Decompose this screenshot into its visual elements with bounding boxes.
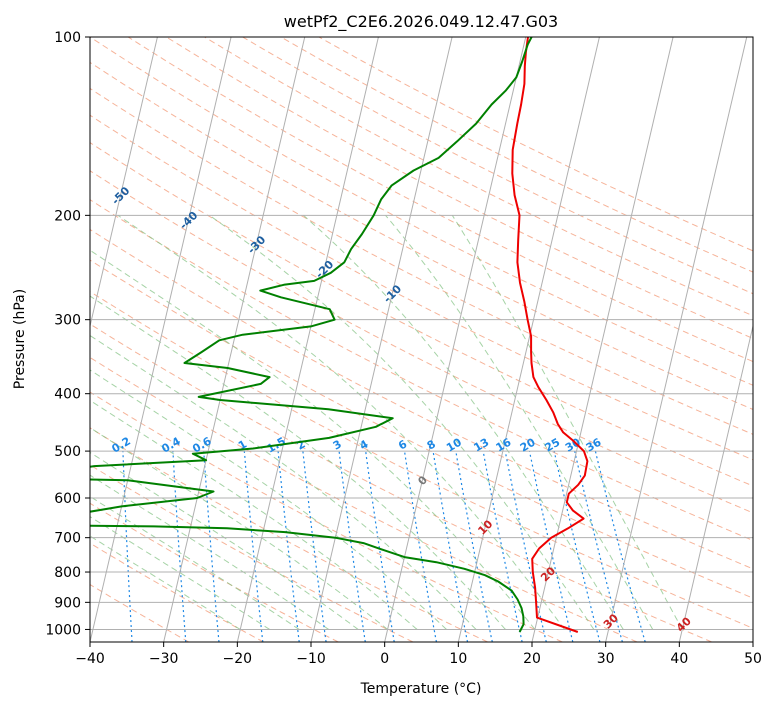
- x-tick-label: −20: [223, 651, 253, 667]
- isotherm-line: [384, 37, 527, 642]
- isotherm-line: [236, 37, 379, 642]
- dry-adiabat-line: [90, 584, 190, 642]
- x-axis-ticks: −40 −30 −20 −10 0 10 20 30 40 50: [75, 642, 762, 667]
- y-axis-label: Pressure (hPa): [12, 289, 28, 389]
- x-tick-label: −10: [296, 651, 326, 667]
- moist-adiabat-line: [90, 334, 477, 630]
- x-tick-label: 30: [597, 651, 615, 667]
- x-tick-label: −40: [75, 651, 105, 667]
- dewpoint-profile-line: [90, 37, 533, 633]
- y-tick-label: 400: [54, 387, 81, 403]
- y-tick-label: 300: [54, 313, 81, 329]
- isotherms: [90, 37, 753, 642]
- isotherm-line: [678, 323, 753, 642]
- dry-adiabat-line: [242, 37, 753, 295]
- dry-adiabat-line: [90, 199, 753, 542]
- x-tick-label: 10: [449, 651, 467, 667]
- moist-adiabat-line: [90, 369, 447, 630]
- isotherm-line: [531, 37, 674, 642]
- isotherm-line: [90, 37, 158, 329]
- y-tick-label: 700: [54, 531, 81, 547]
- y-tick-label: 1000: [45, 622, 81, 638]
- moist-adiabat-line: [451, 215, 683, 630]
- x-tick-label: 0: [380, 651, 389, 667]
- moist-adiabat-line: [90, 451, 359, 630]
- isotherm-line: [457, 37, 600, 642]
- temperature-profile-line: [511, 37, 589, 633]
- moist-adiabat-line: [117, 214, 565, 630]
- mixing-ratio-line: [504, 450, 547, 642]
- mixing-ratio-line: [432, 451, 469, 642]
- y-axis-ticks: 100 200 300 400 500 600 700 800 900 1000: [45, 30, 90, 638]
- dry-adiabat-line: [90, 114, 753, 461]
- moist-adiabat-line: [90, 427, 388, 630]
- x-axis-label: Temperature (°C): [360, 681, 482, 697]
- dry-adiabat-line: [90, 259, 753, 599]
- dry-adiabats: [90, 37, 753, 642]
- x-tick-label: 50: [744, 651, 762, 667]
- dry-adiabat-line: [90, 37, 753, 386]
- y-tick-label: 800: [54, 565, 81, 581]
- pressure-gridlines: [90, 37, 753, 630]
- x-tick-label: 40: [670, 651, 688, 667]
- mixing-ratio-line: [553, 450, 601, 642]
- isotherm-line: [605, 37, 748, 642]
- x-tick-label: −30: [149, 651, 179, 667]
- mixing-ratio-line: [574, 450, 623, 642]
- dry-adiabat-line: [204, 37, 753, 317]
- mixing-ratio-line: [528, 450, 574, 642]
- dry-adiabat-line: [90, 356, 638, 642]
- dry-adiabat-line: [90, 502, 339, 642]
- dry-adiabat-line: [90, 170, 753, 514]
- plot-frame: [89, 36, 754, 643]
- dry-adiabat-line: [90, 142, 753, 487]
- y-tick-label: 600: [54, 491, 81, 507]
- dry-adiabat-line: [90, 323, 712, 642]
- dry-adiabat-line: [127, 37, 753, 363]
- profile-series: [90, 37, 589, 633]
- mixing-ratio-line: [455, 450, 493, 642]
- y-tick-label: 900: [54, 595, 81, 611]
- isotherm-line: [163, 37, 306, 642]
- y-tick-label: 200: [54, 208, 81, 224]
- x-tick-label: 20: [523, 651, 541, 667]
- isotherm-line: [310, 37, 453, 642]
- mixing-ratio-line: [482, 450, 523, 642]
- plot-area: -100-90-80-70-60-50-40-30-20-10010203040…: [90, 37, 753, 642]
- y-tick-label: 500: [54, 444, 81, 460]
- isotherm-line: [90, 37, 232, 642]
- chart-title: wetPf2_C2E6.2026.049.12.47.G03: [284, 12, 558, 32]
- y-tick-label: 100: [54, 30, 81, 46]
